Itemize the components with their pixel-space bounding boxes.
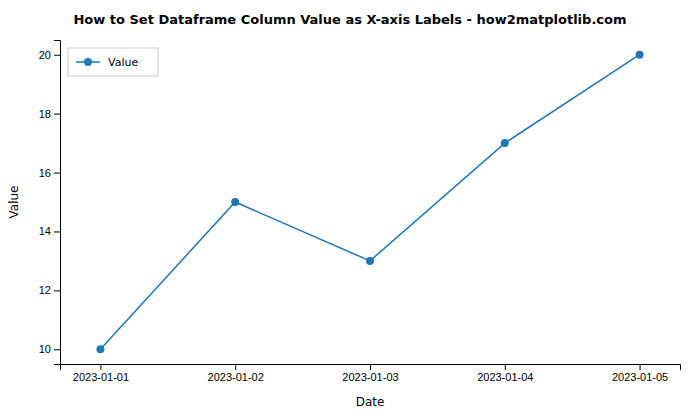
y-tick: 20	[39, 49, 60, 61]
y-tick-label: 20	[39, 49, 51, 61]
line	[100, 55, 639, 350]
y-tick: 16	[39, 167, 60, 179]
legend-marker	[84, 58, 92, 66]
legend: Value	[68, 48, 158, 76]
y-tick-mark	[54, 231, 60, 232]
y-tick-label: 12	[39, 284, 51, 296]
x-axis-title: Date	[356, 395, 385, 409]
x-tick-mark	[370, 364, 371, 370]
x-tick: 2023-01-05	[612, 364, 668, 383]
x-tick: 2023-01-01	[73, 364, 129, 383]
y-tick-mark	[54, 173, 60, 174]
x-tick-label: 2023-01-03	[342, 371, 398, 383]
marker	[231, 198, 239, 206]
y-tick-label: 10	[39, 343, 51, 355]
marker	[366, 257, 374, 265]
x-tick: 2023-01-02	[208, 364, 264, 383]
x-tick-label: 2023-01-02	[208, 371, 264, 383]
x-tick-label: 2023-01-05	[612, 371, 668, 383]
x-tick-mark	[235, 364, 236, 370]
x-tick: 2023-01-04	[477, 364, 533, 383]
chart: 2023-01-01 2023-01-02 2023-01-03 2023-01-04…	[0, 0, 700, 420]
marker	[96, 345, 104, 353]
y-tick: 10	[39, 343, 60, 355]
legend-box	[68, 48, 158, 76]
y-tick-mark	[54, 114, 60, 115]
y-tick: 14	[39, 225, 60, 237]
y-axis-title: Value	[7, 186, 21, 219]
y-tick-label: 14	[39, 225, 51, 237]
marker	[501, 139, 509, 147]
legend-label: Value	[108, 56, 138, 69]
marker	[636, 51, 644, 59]
x-axis-line	[61, 365, 681, 371]
x-tick: 2023-01-03	[342, 364, 398, 383]
y-tick-mark	[54, 290, 60, 291]
y-tick-label: 18	[39, 108, 51, 120]
x-tick-mark	[505, 364, 506, 370]
y-tick-mark	[54, 55, 60, 56]
y-tick: 18	[39, 108, 60, 120]
x-axis: 2023-01-01 2023-01-02 2023-01-03 2023-01-04…	[61, 364, 681, 383]
x-tick-mark	[100, 364, 101, 370]
y-axis: 10 12 14 16 18 20	[39, 41, 61, 365]
y-tick-mark	[54, 349, 60, 350]
plot-area: 2023-01-01 2023-01-02 2023-01-03 2023-01-04…	[39, 41, 681, 383]
x-tick-mark	[640, 364, 641, 370]
title: How to Set Dataframe Column Value as X-a…	[73, 12, 626, 27]
marks	[96, 51, 643, 354]
y-tick: 12	[39, 284, 60, 296]
y-tick-label: 16	[39, 167, 51, 179]
y-axis-line	[54, 41, 61, 365]
x-tick-label: 2023-01-01	[73, 371, 129, 383]
x-tick-label: 2023-01-04	[477, 371, 533, 383]
